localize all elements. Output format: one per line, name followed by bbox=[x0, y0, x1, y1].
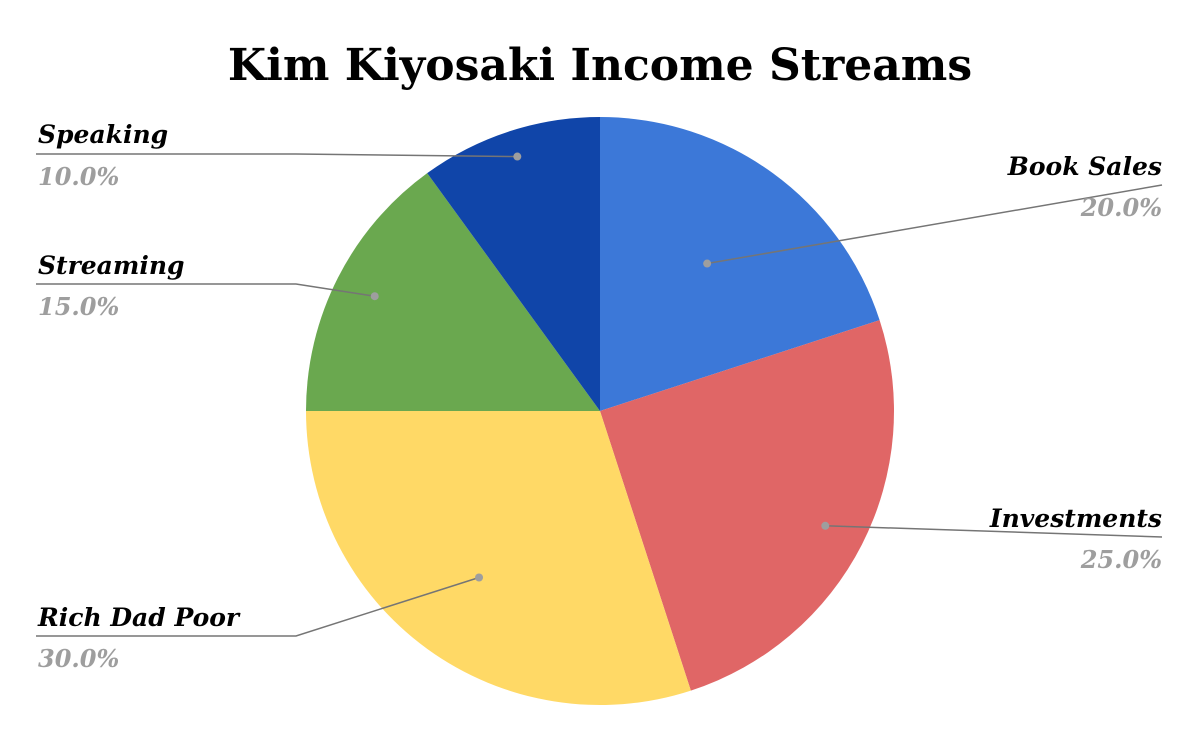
slice-label-book-sales: Book Sales bbox=[1007, 152, 1162, 181]
slice-value-streaming: 15.0% bbox=[38, 292, 119, 321]
chart-title: Kim Kiyosaki Income Streams bbox=[228, 40, 972, 91]
slice-label-streaming: Streaming bbox=[38, 251, 184, 280]
leader-dot-streaming bbox=[370, 292, 379, 301]
slice-value-speaking: 10.0% bbox=[38, 162, 119, 191]
slice-label-speaking: Speaking bbox=[38, 120, 168, 149]
leader-dot-book-sales bbox=[703, 259, 712, 268]
pie-slice-rich-dad-poor bbox=[306, 411, 691, 705]
pie-slice-speaking bbox=[427, 117, 600, 411]
slice-label-investments: Investments bbox=[989, 504, 1162, 533]
pie-slice-streaming bbox=[306, 173, 600, 411]
slice-labels: Book Sales 20.0% Investments 25.0% Rich Dad … bbox=[36, 120, 1163, 673]
leader-dot-speaking bbox=[513, 152, 522, 161]
pie-slices bbox=[306, 117, 894, 705]
leader-line-speaking bbox=[36, 153, 518, 158]
leader-line-streaming bbox=[36, 283, 375, 297]
leader-line-investments bbox=[825, 525, 1163, 538]
pie-slice-book-sales bbox=[600, 117, 880, 411]
slice-value-investments: 25.0% bbox=[1080, 545, 1162, 574]
leader-line-rich-dad-poor bbox=[36, 576, 480, 637]
leader-line-book-sales bbox=[707, 184, 1163, 265]
slice-label-rich-dad-poor: Rich Dad Poor bbox=[37, 603, 241, 632]
leader-dot-investments bbox=[821, 521, 830, 530]
slice-value-rich-dad-poor: 30.0% bbox=[38, 644, 119, 673]
slice-value-book-sales: 20.0% bbox=[1080, 193, 1162, 222]
leader-dot-rich-dad-poor bbox=[475, 573, 484, 582]
pie-slice-investments bbox=[600, 320, 894, 691]
